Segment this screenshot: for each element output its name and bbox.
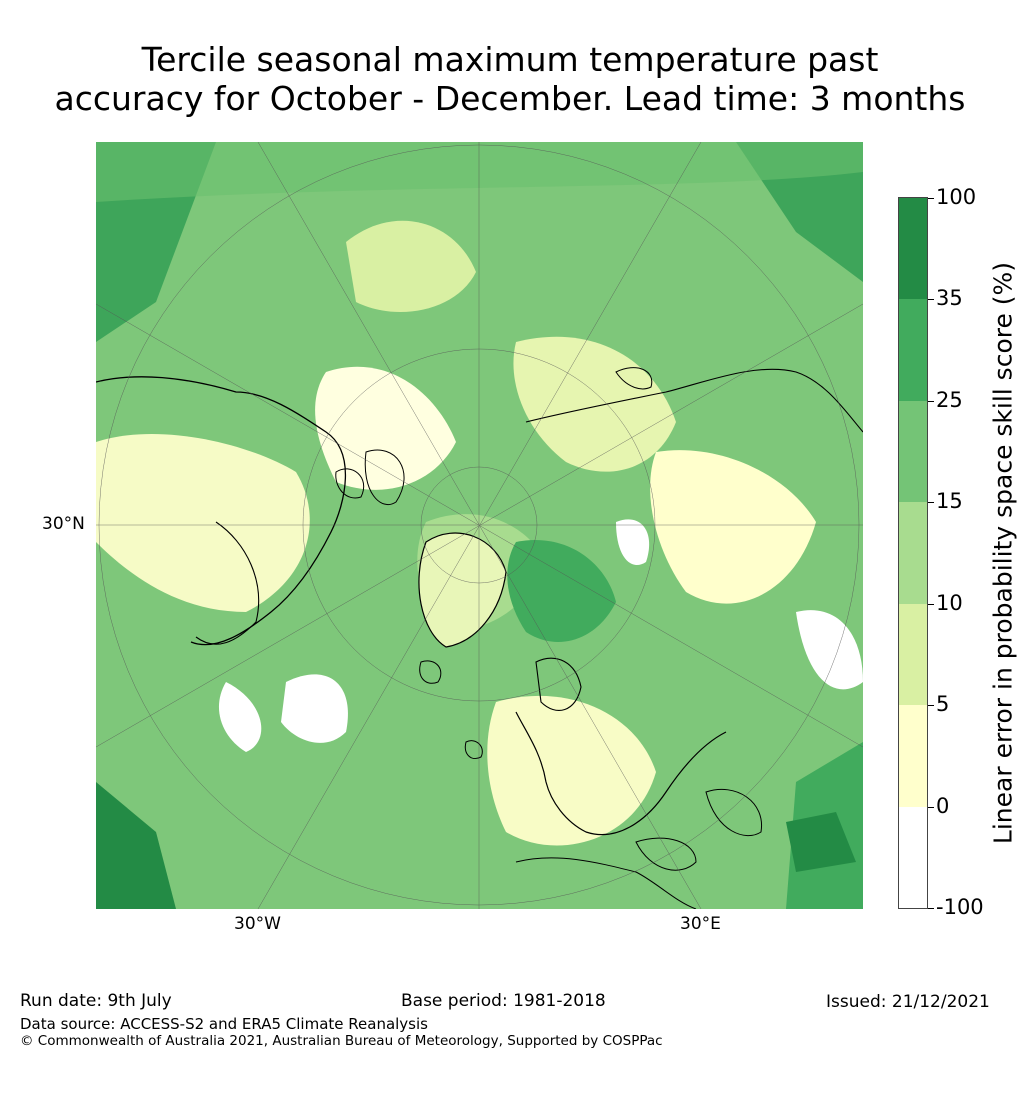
- grid-label-30n: 30°N: [42, 514, 85, 534]
- title-line-2: accuracy for October - December. Lead ti…: [54, 79, 966, 118]
- region-white: [796, 610, 863, 690]
- europe-coastline: [515, 711, 727, 836]
- grid-label-30e: 30°E: [680, 914, 721, 934]
- grid-label-30w: 30°W: [234, 914, 281, 934]
- colorbar-tick-label: -100: [936, 895, 984, 919]
- scandinavia-outline: [535, 657, 582, 711]
- region-light: [346, 220, 476, 312]
- region-white: [281, 674, 348, 743]
- region-pale: [96, 433, 310, 612]
- colorbar-tick-label: 15: [936, 489, 963, 514]
- region-pale: [650, 450, 816, 604]
- map-svg: [96, 142, 863, 909]
- colorbar-tick-mark: [928, 705, 934, 707]
- region-darkest-green: [96, 782, 176, 909]
- colorbar-tick-label: 0: [936, 793, 950, 818]
- colorbar-bin: [899, 603, 927, 706]
- colorbar-tick-label: 10: [936, 590, 963, 615]
- iceland-outline: [419, 660, 442, 684]
- copyright: © Commonwealth of Australia 2021, Austra…: [20, 1033, 663, 1049]
- colorbar-bin: [899, 806, 927, 909]
- graticule: [96, 142, 863, 909]
- greenland-outline: [418, 532, 507, 648]
- region-pale: [487, 695, 656, 846]
- colorbar: [898, 197, 928, 909]
- colorbar-tick-mark: [928, 603, 934, 605]
- colorbar-tick-label: 25: [936, 387, 963, 412]
- run-date: Run date: 9th July: [20, 991, 172, 1011]
- colorbar-bin: [899, 502, 927, 605]
- data-source: Data source: ACCESS-S2 and ERA5 Climate …: [20, 1015, 428, 1033]
- colorbar-tick-label: 35: [936, 286, 963, 311]
- region-darkest-green: [786, 812, 856, 872]
- skill-score-map: [96, 142, 863, 909]
- colorbar-label: Linear error in probability space skill …: [988, 261, 1018, 845]
- novaya-zemlya-outline: [615, 367, 653, 390]
- issued-date: Issued: 21/12/2021: [826, 992, 990, 1012]
- region-dark-green: [507, 540, 616, 642]
- great-britain-outline: [464, 740, 483, 759]
- colorbar-tick-mark: [928, 400, 934, 402]
- colorbar-bin: [899, 400, 927, 503]
- base-period: Base period: 1981-2018: [401, 991, 606, 1011]
- meridian-line: [257, 142, 702, 909]
- arctic-island-outline: [364, 449, 405, 505]
- colorbar-bin: [899, 299, 927, 402]
- caspian-sea-outline: [705, 788, 762, 837]
- region-white: [616, 519, 650, 566]
- north-america-coastline: [96, 376, 347, 646]
- chart-title: Tercile seasonal maximum temperature pas…: [0, 40, 1020, 118]
- colorbar-tick-label: 5: [936, 692, 950, 717]
- region-mid-green: [96, 142, 863, 202]
- colorbar-tick-label: 100: [936, 185, 977, 209]
- colorbar-tick-mark: [928, 198, 934, 199]
- hudson-bay-coastline: [195, 521, 260, 645]
- title-line-1: Tercile seasonal maximum temperature pas…: [141, 40, 879, 79]
- region-white: [218, 682, 262, 752]
- colorbar-tick-mark: [928, 908, 934, 909]
- black-sea-outline: [635, 837, 697, 871]
- arctic-island-outline: [335, 468, 365, 499]
- siberia-coastline: [525, 368, 863, 433]
- colorbar-bin: [899, 198, 927, 300]
- colorbar-tick-mark: [928, 502, 934, 504]
- region-pale: [513, 336, 676, 472]
- mediterranean-coastline: [515, 857, 697, 909]
- colorbar-tick-mark: [928, 806, 934, 808]
- colorbar-bin: [899, 705, 927, 808]
- colorbar-tick-mark: [928, 299, 934, 301]
- region-pale: [315, 366, 456, 490]
